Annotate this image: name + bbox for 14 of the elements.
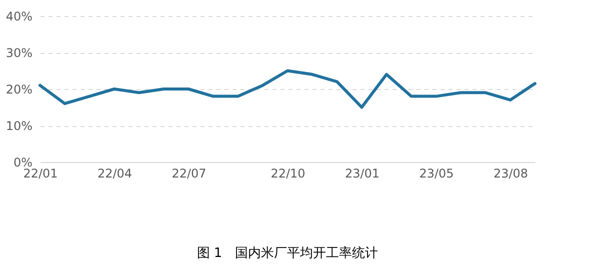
line-series (38, 69, 536, 109)
x-tick-label: 23/08 (493, 166, 528, 180)
x-tick-label: 22/10 (270, 166, 306, 180)
x-tick-label: 23/05 (419, 166, 454, 180)
x-tick-label: 22/04 (97, 166, 132, 180)
y-tick-label: 40% (6, 10, 32, 24)
y-tick-label: 0% (13, 156, 32, 170)
y-tick-label: 20% (6, 82, 32, 96)
x-tick-label: 22/01 (23, 166, 58, 180)
x-tick-label: 22/07 (172, 166, 206, 180)
text: 图 1 国内米厂平均开工率统计 (196, 245, 378, 261)
y-tick-label: 10% (6, 119, 32, 133)
y-tick-label: 30% (6, 46, 32, 60)
x-tick-label: 23/01 (344, 166, 380, 180)
